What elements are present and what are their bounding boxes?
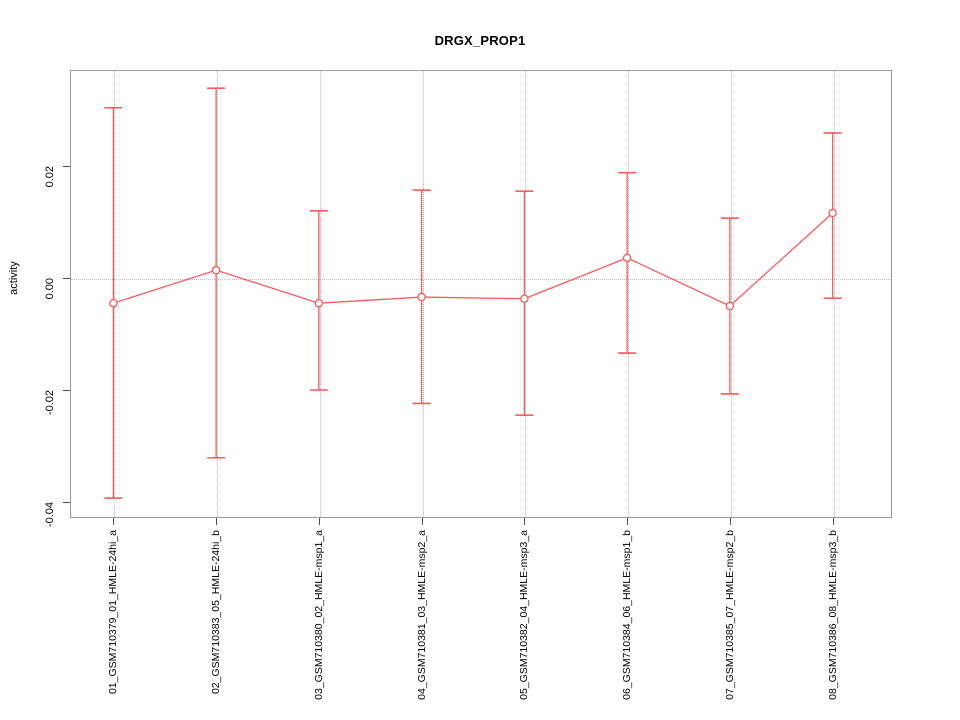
data-point-marker bbox=[622, 253, 632, 263]
gridline-vertical bbox=[730, 71, 732, 517]
series-line bbox=[113, 212, 834, 307]
x-tick-label: 03_GSM710380_02_HMLE-msp1_a bbox=[312, 530, 325, 700]
data-point-marker bbox=[314, 298, 324, 308]
x-tick-mark bbox=[421, 518, 423, 525]
x-tick-mark bbox=[318, 518, 320, 525]
x-tick-mark bbox=[113, 518, 115, 525]
x-tick-mark bbox=[729, 518, 731, 525]
y-tick-mark bbox=[63, 278, 70, 279]
x-tick-label: 02_GSM710383_05_HMLE-24hi_b bbox=[210, 530, 223, 695]
data-point-marker bbox=[828, 208, 837, 218]
gridline-vertical bbox=[217, 71, 219, 517]
gridline-vertical bbox=[319, 71, 321, 517]
data-point-marker bbox=[520, 294, 529, 303]
gridline-vertical bbox=[114, 71, 116, 517]
x-tick-label: 04_GSM710381_03_HMLE-msp2_a bbox=[415, 530, 428, 700]
x-tick-label: 06_GSM710384_06_HMLE-msp1_b bbox=[621, 530, 634, 700]
x-tick-label: 08_GSM710386_08_HMLE-msp3_b bbox=[826, 530, 839, 700]
y-tick-label: -0.04 bbox=[44, 502, 56, 528]
y-tick-label: 0.02 bbox=[44, 166, 56, 188]
data-point-marker bbox=[725, 301, 735, 311]
y-tick-label: 0.00 bbox=[44, 278, 56, 300]
x-tick-label: 05_GSM710382_04_HMLE-msp3_a bbox=[518, 530, 531, 700]
x-tick-mark bbox=[627, 518, 629, 525]
gridline-vertical bbox=[525, 71, 527, 517]
y-tick-mark bbox=[63, 166, 70, 167]
data-point-marker bbox=[109, 298, 118, 308]
chart-title: DRGX_PROP1 bbox=[434, 33, 526, 48]
x-tick-label: 07_GSM710385_07_HMLE-msp2_b bbox=[723, 530, 736, 700]
y-tick-label: -0.02 bbox=[44, 390, 56, 416]
x-tick-mark bbox=[524, 518, 526, 525]
gridline-vertical bbox=[833, 71, 835, 517]
data-point-marker bbox=[211, 265, 221, 275]
data-series-layer bbox=[104, 87, 842, 499]
x-tick-mark bbox=[832, 518, 834, 525]
y-tick-mark bbox=[63, 390, 70, 391]
x-tick-label: 01_GSM710379_01_HMLE-24hi_a bbox=[107, 530, 120, 695]
x-tick-mark bbox=[216, 518, 218, 525]
y-axis-title: activity bbox=[8, 261, 20, 295]
gridline-horizontal bbox=[71, 279, 891, 280]
data-point-marker bbox=[417, 292, 426, 302]
y-tick-mark bbox=[63, 502, 70, 503]
gridline-vertical bbox=[628, 71, 630, 517]
